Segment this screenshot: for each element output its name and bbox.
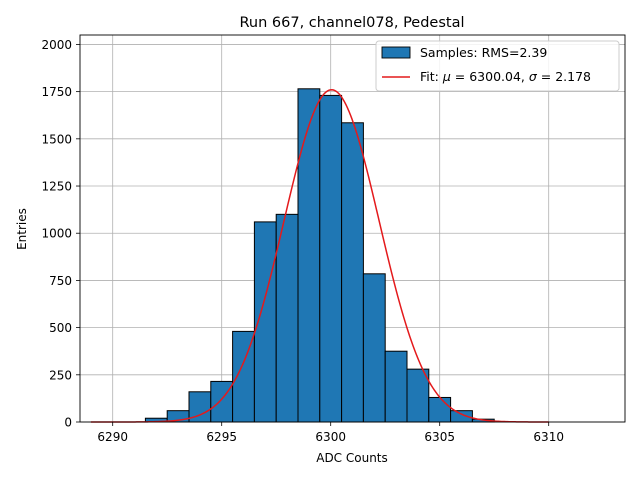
histogram-bar [384, 350, 408, 423]
y-tick-label: 750 [49, 274, 72, 288]
legend-mu-value: = 6300.04, [451, 69, 529, 84]
histogram-bar [406, 368, 430, 423]
x-tick-label: 6305 [424, 430, 455, 444]
legend-sigma-value: = 2.178 [537, 69, 591, 84]
x-tick-label: 6300 [315, 430, 346, 444]
legend-samples-patch [381, 46, 411, 59]
y-tick-label: 0 [64, 416, 72, 430]
y-tick-label: 1750 [41, 85, 72, 99]
legend-sigma-symbol: σ [529, 69, 538, 84]
x-tick-label: 6295 [206, 430, 237, 444]
histogram-bar [428, 396, 452, 423]
x-axis-ticks: 6290 6295 6300 6305 6310 [97, 422, 564, 444]
legend-mu-symbol: μ [442, 69, 451, 84]
y-tick-label: 500 [49, 321, 72, 335]
histogram-bar [362, 273, 386, 423]
legend-fit-prefix: Fit: [420, 69, 443, 84]
y-tick-label: 1250 [41, 180, 72, 194]
x-axis-label: ADC Counts [316, 451, 388, 465]
legend-box [375, 40, 620, 92]
chart-title: Run 667, channel078, Pedestal [239, 15, 464, 31]
gaussian-fit-curve [90, 89, 549, 423]
histogram-bar [341, 122, 364, 423]
legend-fit-label: Fit: μ = 6300.04, σ = 2.178 [420, 69, 591, 84]
legend: Samples: RMS=2.39 Fit: μ = 6300.04, σ = … [375, 40, 620, 92]
y-tick-label: 2000 [41, 38, 72, 52]
histogram-bar [210, 380, 234, 423]
legend-samples-label: Samples: RMS=2.39 [420, 45, 547, 60]
y-tick-label: 1000 [41, 227, 72, 241]
y-axis-ticks: 0 250 500 750 1000 1250 1500 1750 2000 [41, 38, 80, 430]
y-tick-label: 1500 [41, 132, 72, 146]
y-tick-label: 250 [49, 368, 72, 382]
histogram-bar [275, 213, 299, 423]
histogram-bars [144, 88, 495, 423]
x-tick-label: 6310 [533, 430, 564, 444]
y-axis-label: Entries [15, 208, 29, 250]
plot-frame [79, 34, 626, 423]
histogram-bar [319, 94, 343, 423]
histogram-bar [297, 88, 321, 423]
x-tick-label: 6290 [97, 430, 128, 444]
